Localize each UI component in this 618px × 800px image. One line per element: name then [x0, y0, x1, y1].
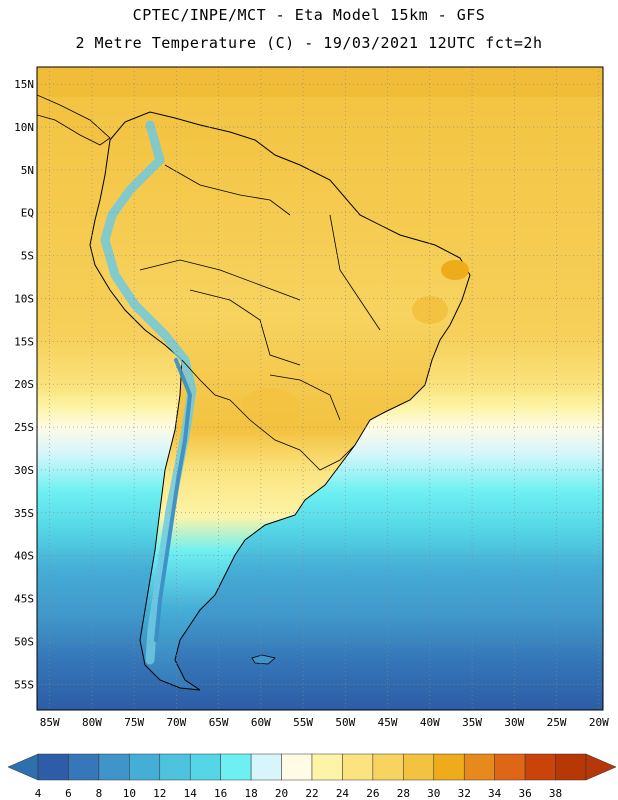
lat-label: 50S	[14, 635, 34, 648]
colorbar-cell	[311, 753, 343, 781]
lat-label: 40S	[14, 550, 34, 563]
colorbar-cell	[524, 753, 556, 781]
falkland-islands	[251, 654, 276, 665]
lon-label: 60W	[251, 716, 271, 729]
longitude-labels: 85W 80W 75W 70W 65W 60W 55W 50W 45W 40W 35W 30W 25W 2…	[40, 716, 609, 729]
colorbar-cell	[372, 753, 404, 781]
colorbar-cell	[403, 753, 435, 781]
colorbar-tick-label: 18	[244, 787, 257, 800]
colorbar-tick-label: 12	[153, 787, 166, 800]
colorbar-cell	[463, 753, 495, 781]
lat-label: 30S	[14, 464, 34, 477]
lat-label: 55S	[14, 678, 34, 691]
colorbar-cell	[433, 753, 465, 781]
lat-label: 35S	[14, 507, 34, 520]
colorbar-tick-label: 10	[123, 787, 136, 800]
lon-label: 30W	[504, 716, 524, 729]
lon-label: 55W	[293, 716, 313, 729]
colorbar-cell	[189, 753, 221, 781]
colorbar-cell	[342, 753, 374, 781]
lat-label: 15S	[14, 335, 34, 348]
colorbar-cells	[37, 753, 587, 781]
colorbar-cell	[98, 753, 130, 781]
colorbar-cell	[555, 753, 587, 781]
lon-label: 40W	[420, 716, 440, 729]
colorbar-labels: 4 6 8 10 12 14 16 18 20 22 24 26 28 30 32 34 36 38	[35, 787, 562, 800]
lat-label: 5N	[21, 164, 34, 177]
colorbar-cell	[37, 753, 69, 781]
lon-label: 20W	[589, 716, 609, 729]
lat-label: 15N	[14, 78, 34, 91]
colorbar-tick-label: 32	[458, 787, 471, 800]
hot-spot-east	[412, 296, 448, 324]
lon-label: 85W	[40, 716, 60, 729]
lat-label: 45S	[14, 593, 34, 606]
lat-label: 25S	[14, 421, 34, 434]
lon-label: 50W	[335, 716, 355, 729]
colorbar-cell	[494, 753, 526, 781]
hot-spot-center	[240, 388, 300, 432]
colorbar-tick-label: 36	[518, 787, 531, 800]
colorbar-tick-label: 24	[336, 787, 350, 800]
colorbar-tick-label: 28	[397, 787, 410, 800]
colorbar-tick-label: 8	[96, 787, 103, 800]
lon-label: 65W	[209, 716, 229, 729]
central-america	[37, 94, 111, 146]
lon-label: 80W	[82, 716, 102, 729]
lat-label: 20S	[14, 378, 34, 391]
colorbar-tick-label: 16	[214, 787, 227, 800]
colorbar-cell	[281, 753, 313, 781]
chart-title: CPTEC/INPE/MCT - Eta Model 15km - GFS	[132, 6, 486, 24]
colorbar-cell	[250, 753, 282, 781]
colorbar-cell	[68, 753, 100, 781]
lat-label: 10N	[14, 121, 34, 134]
lon-label: 25W	[547, 716, 567, 729]
colorbar-tick-label: 14	[184, 787, 198, 800]
lat-label: 5S	[21, 250, 34, 263]
hot-spot-northeast	[441, 260, 469, 280]
colorbar-tick-label: 22	[305, 787, 318, 800]
andes-cold-ridge	[100, 120, 197, 665]
colorbar-low-arrow	[7, 753, 39, 781]
lon-label: 35W	[462, 716, 482, 729]
colorbar-tick-label: 34	[488, 787, 502, 800]
lat-label: 10S	[14, 292, 34, 305]
colorbar: 4 6 8 10 12 14 16 18 20 22 24 26 28 30 32 34 36 38	[7, 753, 617, 800]
colorbar-cell	[220, 753, 252, 781]
colorbar-high-arrow	[585, 753, 617, 781]
colorbar-tick-label: 4	[35, 787, 42, 800]
colorbar-tick-label: 20	[275, 787, 288, 800]
colorbar-tick-label: 26	[366, 787, 379, 800]
colorbar-cell	[159, 753, 191, 781]
latitude-labels: 15N 10N 5N EQ 5S 10S 15S 20S 25S 30S 35S 40S 45S 50S 5…	[14, 78, 34, 691]
andes-high-peaks	[154, 358, 193, 642]
country-borders	[139, 164, 381, 471]
colorbar-tick-label: 38	[549, 787, 562, 800]
chart-subtitle: 2 Metre Temperature (C) - 19/03/2021 12U…	[75, 34, 543, 52]
map-field	[37, 67, 603, 710]
colorbar-tick-label: 30	[427, 787, 440, 800]
colorbar-tick-label: 6	[65, 787, 72, 800]
lon-label: 75W	[124, 716, 144, 729]
map-frame	[36, 66, 604, 711]
lon-label: 45W	[378, 716, 398, 729]
colorbar-cell	[129, 753, 161, 781]
lat-label: EQ	[21, 207, 34, 220]
warm-band	[37, 67, 603, 97]
lon-label: 70W	[166, 716, 186, 729]
